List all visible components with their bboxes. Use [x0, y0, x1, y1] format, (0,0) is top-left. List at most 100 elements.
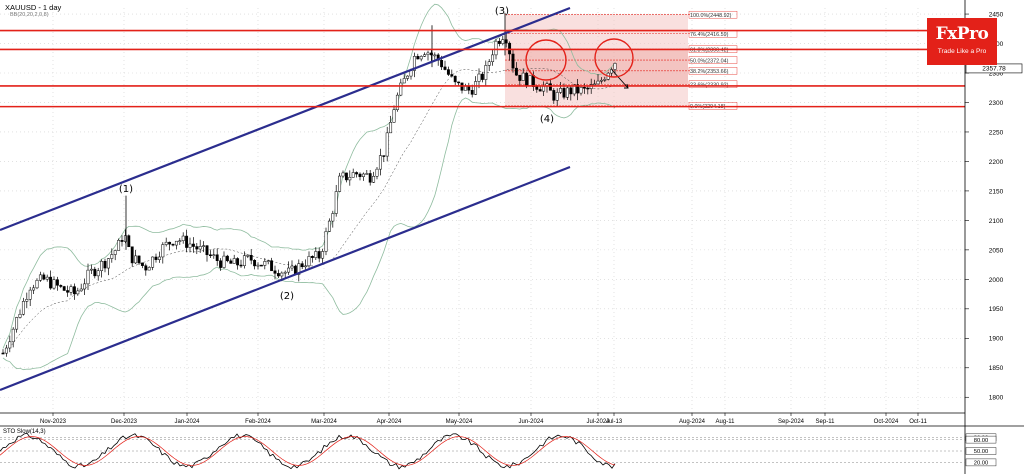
- time-tick-label: Sep-11: [816, 419, 836, 425]
- stoch-d-line: [0, 436, 616, 466]
- candle-down: [470, 90, 474, 95]
- candle-down: [514, 67, 518, 76]
- candle-up: [242, 255, 246, 266]
- time-tick-label: Dec-2023: [111, 419, 138, 425]
- candle-down: [185, 235, 189, 248]
- time-axis: Nov-2023 Dec-2023 Jan-2024 Feb-2024 Mar-2024…: [0, 412, 965, 425]
- candle-up: [406, 75, 410, 79]
- candle-up: [181, 235, 185, 242]
- time-tick-label: Sep-2024: [778, 419, 805, 425]
- candle-up: [35, 280, 39, 289]
- candle-up: [21, 301, 25, 315]
- oscillator-level-box: [965, 447, 997, 455]
- candle-down: [358, 173, 362, 177]
- wave-label: (1): [119, 184, 133, 195]
- fib-label: 38.2%(2353.66): [690, 69, 729, 75]
- forecast-arrowhead: [624, 83, 629, 89]
- forecast-arrow: [611, 69, 629, 89]
- candle-down: [154, 256, 158, 260]
- candle-up: [178, 240, 182, 243]
- price-tick-label: 2000: [989, 277, 1004, 284]
- candle-down: [450, 74, 454, 77]
- candle-up: [8, 341, 12, 349]
- oscillator-level-box: [965, 458, 997, 467]
- current-price-label: 2357.78: [982, 66, 1006, 73]
- candle-up: [283, 271, 287, 274]
- candle-up: [338, 175, 342, 192]
- candle-up: [341, 172, 345, 177]
- fib-label-box: [688, 10, 738, 19]
- fib-label: 100.0%(2448.92): [690, 13, 732, 19]
- fib-label: 76.4%(2416.59): [690, 32, 729, 38]
- candle-down: [443, 66, 447, 70]
- fib-label-box: [688, 56, 738, 64]
- candle-down: [453, 75, 457, 83]
- candle-down: [259, 264, 263, 267]
- candle-down: [249, 255, 253, 261]
- candle-up: [572, 84, 576, 95]
- candle-down: [93, 268, 97, 277]
- candle-up: [402, 78, 406, 84]
- price-tick-label: 2150: [989, 188, 1004, 195]
- candle-up: [79, 288, 83, 292]
- candle-up: [474, 81, 478, 95]
- candle-up: [76, 290, 80, 295]
- price-tick-label: 1850: [989, 365, 1004, 372]
- candle-down: [497, 40, 501, 44]
- price-tick-label: 2450: [989, 11, 1004, 18]
- candle-up: [324, 231, 328, 252]
- candlestick-series: [1, 12, 617, 357]
- candle-down: [531, 75, 535, 87]
- candle-up: [579, 87, 583, 94]
- candle-up: [426, 52, 430, 55]
- candle-down: [548, 83, 552, 91]
- candle-up: [375, 168, 379, 177]
- candle-down: [130, 246, 134, 264]
- candle-up: [290, 265, 294, 269]
- candle-up: [327, 220, 331, 232]
- candle-down: [103, 261, 107, 269]
- candle-up: [487, 61, 491, 66]
- candle-down: [236, 258, 240, 266]
- candle-up: [348, 177, 352, 181]
- candle-down: [273, 270, 277, 274]
- candle-down: [205, 245, 209, 256]
- candle-up: [174, 240, 178, 246]
- channel-upper-line: [0, 6, 571, 232]
- candle-down: [586, 87, 590, 90]
- candle-down: [1, 352, 5, 355]
- candle-up: [117, 240, 121, 251]
- fibonacci-zone: 100.0%(2448.92) 76.4%(2416.59) 61.8%(2390.…: [505, 10, 738, 110]
- stoch-k-line: [0, 432, 616, 470]
- candle-up: [501, 39, 505, 44]
- time-tick-label: Nov-2023: [40, 419, 67, 425]
- time-tick-label: May-2024: [446, 419, 473, 425]
- candle-up: [11, 328, 15, 343]
- time-tick-label: Feb-2024: [245, 419, 271, 425]
- candle-up: [89, 268, 93, 271]
- candle-down: [55, 279, 59, 286]
- oscillator-level-label: 50.00: [974, 449, 989, 455]
- fib-label-box: [688, 80, 738, 88]
- fib-label: 61.8%(2390.42): [690, 47, 729, 53]
- wave-label: (3): [495, 6, 509, 17]
- candle-up: [307, 256, 311, 267]
- candle-up: [484, 65, 488, 80]
- logo-brand: FxPro: [935, 24, 989, 44]
- candle-down: [171, 243, 175, 246]
- candle-up: [494, 40, 498, 56]
- candle-down: [368, 173, 372, 183]
- oscillator-level-label: 80.00: [974, 438, 989, 444]
- candle-down: [535, 86, 539, 90]
- wave-label: (4): [540, 114, 554, 125]
- candle-up: [596, 80, 600, 85]
- candle-down: [480, 73, 484, 80]
- candle-up: [151, 256, 155, 268]
- candle-up: [555, 92, 559, 101]
- candle-up: [110, 254, 114, 259]
- candle-down: [195, 246, 199, 250]
- candle-up: [423, 54, 427, 57]
- candle-down: [276, 273, 280, 277]
- wave-label: (2): [280, 291, 294, 302]
- trend-channel: [0, 6, 571, 392]
